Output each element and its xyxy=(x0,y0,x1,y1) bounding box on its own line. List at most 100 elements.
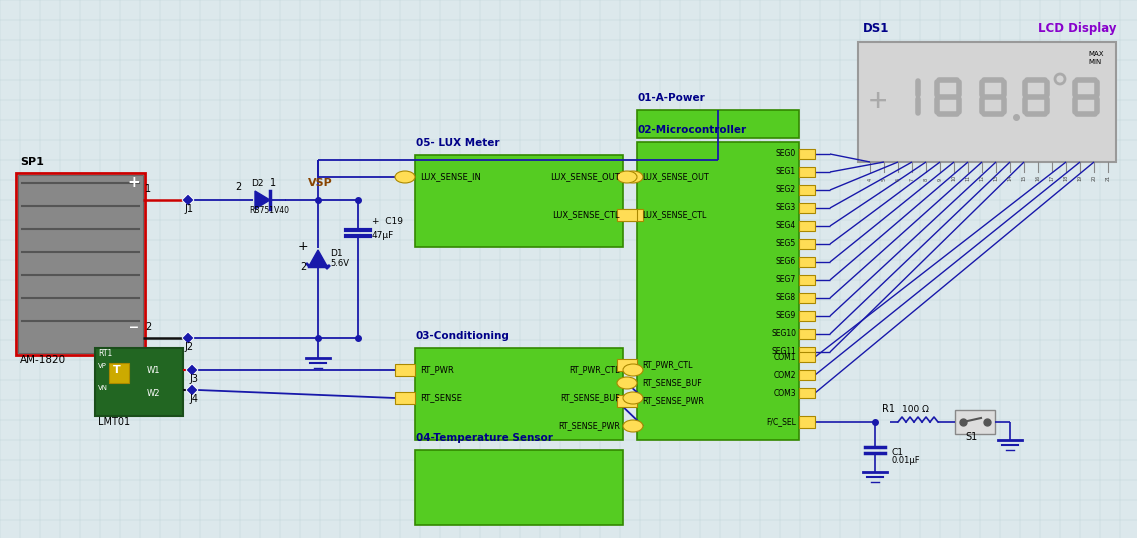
Text: –: – xyxy=(128,318,139,337)
Text: LUX_SENSE_CTL: LUX_SENSE_CTL xyxy=(553,210,620,220)
Bar xyxy=(799,347,815,357)
Text: S1: S1 xyxy=(965,432,977,442)
Text: W2: W2 xyxy=(147,389,160,398)
Bar xyxy=(799,257,815,267)
Text: LMT01: LMT01 xyxy=(98,417,130,427)
Text: VN: VN xyxy=(98,385,108,391)
Text: COM1: COM1 xyxy=(773,352,796,362)
Polygon shape xyxy=(255,191,269,209)
Text: +: + xyxy=(298,240,308,253)
Text: C1: C1 xyxy=(893,448,904,457)
Polygon shape xyxy=(186,384,198,396)
Text: W1: W1 xyxy=(147,366,160,375)
Text: COM3: COM3 xyxy=(773,388,796,398)
Bar xyxy=(395,364,415,376)
Text: 03-Conditioning: 03-Conditioning xyxy=(416,331,509,341)
Text: 13: 13 xyxy=(994,175,998,181)
Text: +: + xyxy=(869,87,887,116)
Text: SEG6: SEG6 xyxy=(775,258,796,266)
Text: SEG9: SEG9 xyxy=(775,312,796,321)
Text: 05- LUX Meter: 05- LUX Meter xyxy=(416,138,499,148)
Text: SEG8: SEG8 xyxy=(775,294,796,302)
Text: J3: J3 xyxy=(189,374,198,384)
Bar xyxy=(415,348,623,440)
Bar xyxy=(16,173,146,355)
Ellipse shape xyxy=(623,364,644,376)
Bar xyxy=(799,275,815,285)
Text: SEG10: SEG10 xyxy=(771,329,796,338)
Polygon shape xyxy=(186,364,198,376)
Ellipse shape xyxy=(623,392,644,404)
Text: 18: 18 xyxy=(1063,175,1069,181)
Text: 1: 1 xyxy=(269,178,276,188)
Bar xyxy=(799,293,815,303)
Text: 1: 1 xyxy=(146,184,151,194)
Text: 100 Ω: 100 Ω xyxy=(902,405,929,414)
Text: SEG3: SEG3 xyxy=(775,203,796,213)
Text: LUX_SENSE_CTL: LUX_SENSE_CTL xyxy=(642,210,706,220)
Text: 8: 8 xyxy=(923,178,929,181)
Text: 11: 11 xyxy=(965,175,971,181)
Text: SEG2: SEG2 xyxy=(775,186,796,195)
Text: SP1: SP1 xyxy=(20,157,44,167)
Bar xyxy=(858,42,1117,162)
Text: MAX: MAX xyxy=(1088,51,1104,57)
Bar xyxy=(799,149,815,159)
Bar xyxy=(415,155,623,247)
Polygon shape xyxy=(182,194,194,206)
Text: SEG7: SEG7 xyxy=(775,275,796,285)
Bar xyxy=(617,209,637,221)
Text: J4: J4 xyxy=(189,394,198,404)
Text: 2: 2 xyxy=(300,262,306,272)
Text: LUX_SENSE_IN: LUX_SENSE_IN xyxy=(420,173,481,181)
Bar xyxy=(799,311,815,321)
Text: F/C_SEL: F/C_SEL xyxy=(766,417,796,427)
Text: 14: 14 xyxy=(1007,175,1013,181)
Text: RT_PWR_CTL: RT_PWR_CTL xyxy=(570,365,620,374)
Text: RT_SENSE_BUF: RT_SENSE_BUF xyxy=(642,379,702,387)
Polygon shape xyxy=(182,332,194,344)
Text: 9: 9 xyxy=(938,178,943,181)
Text: 5: 5 xyxy=(881,178,887,181)
Text: MIN: MIN xyxy=(1088,59,1102,65)
Text: 01-A-Power: 01-A-Power xyxy=(638,93,706,103)
Bar xyxy=(799,416,815,428)
Text: +: + xyxy=(127,175,140,190)
Text: 12: 12 xyxy=(979,175,985,181)
Bar xyxy=(799,167,815,177)
Text: 6: 6 xyxy=(896,178,901,181)
Ellipse shape xyxy=(617,171,637,183)
Text: DS1: DS1 xyxy=(863,22,889,35)
Ellipse shape xyxy=(395,171,415,183)
Text: 5.6V: 5.6V xyxy=(330,259,349,268)
Text: LUX_SENSE_OUT: LUX_SENSE_OUT xyxy=(550,173,620,181)
Bar xyxy=(799,239,815,249)
Bar xyxy=(96,348,183,416)
Bar xyxy=(18,175,143,353)
Bar xyxy=(623,209,644,221)
Bar xyxy=(109,363,128,383)
Text: 47μF: 47μF xyxy=(372,231,395,240)
Text: LCD Display: LCD Display xyxy=(1037,22,1117,35)
Text: SEG4: SEG4 xyxy=(775,222,796,230)
Text: 10: 10 xyxy=(952,175,956,181)
Text: RT_SENSE: RT_SENSE xyxy=(420,393,462,402)
Polygon shape xyxy=(309,250,327,266)
Text: D2: D2 xyxy=(251,179,264,188)
Text: RT_SENSE_PWR: RT_SENSE_PWR xyxy=(558,421,620,430)
Bar xyxy=(395,392,415,404)
Bar xyxy=(799,352,815,362)
Text: 17: 17 xyxy=(1049,175,1054,181)
Text: J2: J2 xyxy=(184,342,193,352)
Text: AM-1820: AM-1820 xyxy=(20,355,66,365)
Bar xyxy=(799,388,815,398)
Text: RT_SENSE_BUF: RT_SENSE_BUF xyxy=(561,393,620,402)
Text: 7: 7 xyxy=(910,178,914,181)
Ellipse shape xyxy=(623,420,644,432)
Text: RT1: RT1 xyxy=(98,349,113,358)
Text: +  C19: + C19 xyxy=(372,217,402,226)
Text: VSP: VSP xyxy=(308,178,333,188)
Text: J1: J1 xyxy=(184,204,193,214)
Bar xyxy=(799,329,815,339)
Text: LUX_SENSE_OUT: LUX_SENSE_OUT xyxy=(642,173,708,181)
